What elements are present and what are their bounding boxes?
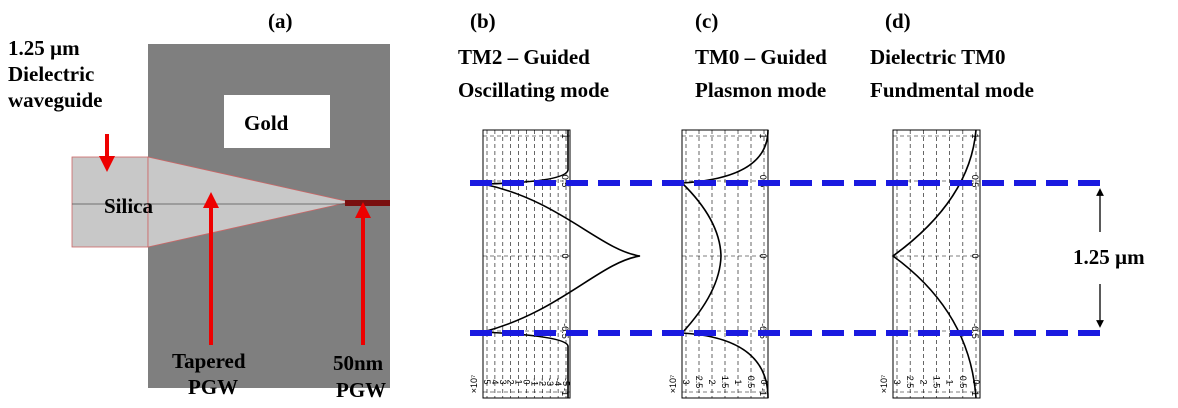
x-tick-label: 2.5 bbox=[694, 376, 704, 389]
label: PGW bbox=[188, 375, 238, 399]
x-tick-label: 2 bbox=[707, 379, 717, 384]
x-tick-label: 1 bbox=[945, 379, 955, 384]
plot-title: Dielectric TM0 bbox=[870, 45, 1005, 69]
label: 1.25 µm bbox=[8, 36, 80, 60]
y-tick-label: 1 bbox=[758, 133, 768, 138]
label: Dielectric bbox=[8, 62, 94, 86]
narrow-pgw bbox=[345, 200, 390, 206]
label: Tapered bbox=[172, 349, 246, 373]
x-tick-label: 1.5 bbox=[932, 376, 942, 389]
x-tick-label: -5 bbox=[561, 378, 571, 386]
x-tick-label: 0.5 bbox=[958, 376, 968, 389]
annotation: 1.25 µm bbox=[1073, 245, 1145, 269]
plot-title: TM2 – Guided bbox=[458, 45, 590, 69]
label: waveguide bbox=[8, 88, 103, 112]
y-tick-label: 0 bbox=[560, 253, 570, 258]
x-tick-label: 1.5 bbox=[720, 376, 730, 389]
plot-title: Fundmental mode bbox=[870, 78, 1034, 102]
y-tick-label: 0 bbox=[758, 253, 768, 258]
scale-label: ×10⁷ bbox=[879, 375, 889, 394]
scale-label: ×10⁷ bbox=[469, 375, 479, 394]
panel-label: (a) bbox=[268, 9, 293, 33]
x-tick-label: 0 bbox=[759, 379, 769, 384]
plot-title: Plasmon mode bbox=[695, 78, 826, 102]
label: PGW bbox=[336, 378, 386, 402]
figure: (a) 1.25 µm Dielectric waveguide Gold Si… bbox=[0, 0, 1178, 408]
label: 50nm bbox=[333, 351, 384, 375]
y-tick-label: 0 bbox=[970, 253, 980, 258]
y-tick-label: -1 bbox=[758, 388, 768, 396]
plot-title: TM0 – Guided bbox=[695, 45, 827, 69]
plot-title: Oscillating mode bbox=[458, 78, 609, 102]
x-tick-label: 2 bbox=[918, 379, 928, 384]
x-tick-label: 1 bbox=[733, 379, 743, 384]
x-tick-label: 0.5 bbox=[746, 376, 756, 389]
x-tick-label: 3 bbox=[681, 379, 691, 384]
x-tick-label: 3 bbox=[892, 379, 902, 384]
label: Gold bbox=[244, 111, 289, 135]
panel-label: (d) bbox=[885, 9, 911, 33]
panel-label: (b) bbox=[470, 9, 496, 33]
x-tick-label: 0 bbox=[971, 379, 981, 384]
panel-label: (c) bbox=[695, 9, 718, 33]
label: Silica bbox=[104, 194, 154, 218]
x-tick-label: 2.5 bbox=[905, 376, 915, 389]
scale-label: ×10⁷ bbox=[668, 375, 678, 394]
